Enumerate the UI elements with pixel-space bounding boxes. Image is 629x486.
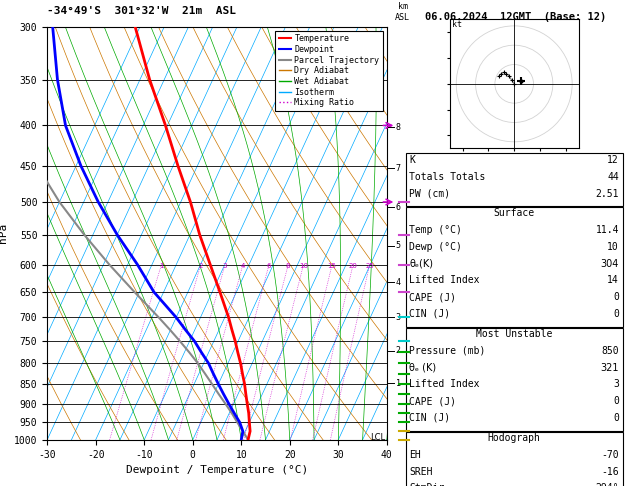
Text: 304: 304 <box>601 259 619 269</box>
Text: 0: 0 <box>613 396 619 406</box>
Text: 20: 20 <box>348 263 357 269</box>
Text: 7: 7 <box>396 164 401 173</box>
Text: Most Unstable: Most Unstable <box>476 329 552 339</box>
Text: EH: EH <box>409 450 421 460</box>
Text: © weatheronline.co.uk: © weatheronline.co.uk <box>464 474 568 484</box>
Text: 10: 10 <box>299 263 308 269</box>
Text: Mixing Ratio (g/kg): Mixing Ratio (g/kg) <box>419 186 428 281</box>
Text: SREH: SREH <box>409 467 433 477</box>
Text: 4: 4 <box>396 278 401 287</box>
Text: 3: 3 <box>613 380 619 389</box>
Text: 14: 14 <box>607 276 619 285</box>
Text: 4: 4 <box>241 263 245 269</box>
Text: km
ASL: km ASL <box>395 2 410 22</box>
Text: 321: 321 <box>601 363 619 373</box>
Text: 3: 3 <box>396 313 401 322</box>
Text: Totals Totals: Totals Totals <box>409 172 486 182</box>
Text: 3: 3 <box>223 263 227 269</box>
Text: 2: 2 <box>199 263 203 269</box>
Text: 2.51: 2.51 <box>596 189 619 199</box>
Text: LCL: LCL <box>370 433 386 442</box>
Text: CAPE (J): CAPE (J) <box>409 292 457 302</box>
Text: 0: 0 <box>613 292 619 302</box>
Text: 6: 6 <box>267 263 271 269</box>
Text: 294°: 294° <box>596 484 619 486</box>
Text: PW (cm): PW (cm) <box>409 189 450 199</box>
Text: kt: kt <box>452 20 462 29</box>
Legend: Temperature, Dewpoint, Parcel Trajectory, Dry Adiabat, Wet Adiabat, Isotherm, Mi: Temperature, Dewpoint, Parcel Trajectory… <box>275 31 382 110</box>
Text: Lifted Index: Lifted Index <box>409 276 480 285</box>
Text: CIN (J): CIN (J) <box>409 413 450 423</box>
Text: 1: 1 <box>159 263 164 269</box>
Text: Temp (°C): Temp (°C) <box>409 225 462 235</box>
Text: Hodograph: Hodograph <box>487 433 541 443</box>
Y-axis label: hPa: hPa <box>0 223 8 243</box>
Text: Lifted Index: Lifted Index <box>409 380 480 389</box>
Text: 8: 8 <box>396 122 401 132</box>
Text: Surface: Surface <box>494 208 535 218</box>
Text: 5: 5 <box>396 241 401 250</box>
Text: θₑ (K): θₑ (K) <box>409 363 437 373</box>
Text: 0: 0 <box>613 309 619 319</box>
Text: 8: 8 <box>286 263 291 269</box>
Text: Pressure (mb): Pressure (mb) <box>409 346 486 356</box>
Text: 12: 12 <box>607 155 619 165</box>
Text: -16: -16 <box>601 467 619 477</box>
Text: 850: 850 <box>601 346 619 356</box>
Text: 2: 2 <box>396 346 401 355</box>
Text: 15: 15 <box>328 263 337 269</box>
Text: 10: 10 <box>607 242 619 252</box>
Text: 0: 0 <box>613 413 619 423</box>
Text: K: K <box>409 155 415 165</box>
Text: CAPE (J): CAPE (J) <box>409 396 457 406</box>
Text: 6: 6 <box>396 203 401 212</box>
Text: CIN (J): CIN (J) <box>409 309 450 319</box>
Text: 44: 44 <box>607 172 619 182</box>
Text: 25: 25 <box>365 263 374 269</box>
Text: -70: -70 <box>601 450 619 460</box>
Text: StmDir: StmDir <box>409 484 445 486</box>
Text: 11.4: 11.4 <box>596 225 619 235</box>
Text: θₑ(K): θₑ(K) <box>409 259 433 269</box>
Text: Dewp (°C): Dewp (°C) <box>409 242 462 252</box>
Text: 1: 1 <box>396 379 401 388</box>
Text: 06.06.2024  12GMT  (Base: 12): 06.06.2024 12GMT (Base: 12) <box>425 12 606 22</box>
X-axis label: Dewpoint / Temperature (°C): Dewpoint / Temperature (°C) <box>126 465 308 475</box>
Text: -34°49'S  301°32'W  21m  ASL: -34°49'S 301°32'W 21m ASL <box>47 5 236 16</box>
